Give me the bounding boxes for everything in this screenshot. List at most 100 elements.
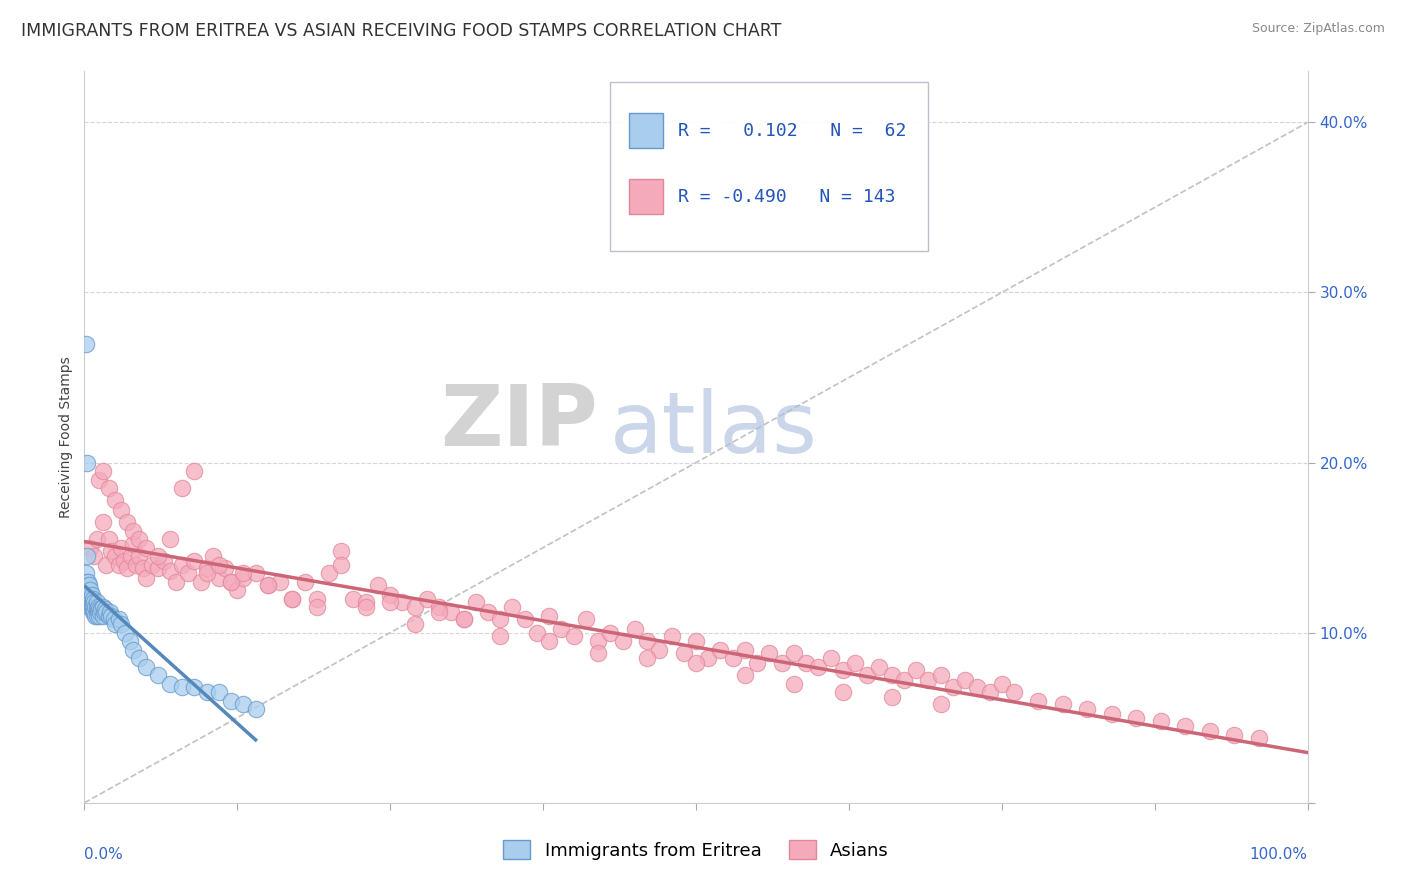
Point [586, 646, 609, 660]
Text: R =   0.102   N =  62: R = 0.102 N = 62 [678, 122, 905, 140]
Point [1174, 719, 1197, 733]
Point [966, 680, 988, 694]
Point [77, 591, 100, 606]
Point [893, 673, 915, 688]
Point [82, 600, 104, 615]
Point [281, 591, 304, 606]
Point [464, 595, 486, 609]
Point [103, 612, 125, 626]
Point [427, 600, 450, 615]
Point [76, 456, 98, 470]
Point [783, 646, 806, 660]
Point [132, 561, 155, 575]
FancyBboxPatch shape [628, 113, 664, 148]
Point [1247, 731, 1270, 746]
Point [1125, 711, 1147, 725]
Point [1028, 694, 1050, 708]
Y-axis label: Receiving Food Stamps: Receiving Food Stamps [59, 356, 73, 518]
Point [1150, 714, 1173, 728]
Point [135, 571, 157, 585]
Point [783, 677, 806, 691]
Legend: Immigrants from Eritrea, Asians: Immigrants from Eritrea, Asians [496, 833, 896, 867]
Point [100, 544, 122, 558]
Point [380, 595, 402, 609]
Point [929, 697, 952, 711]
Point [82, 591, 104, 606]
Point [114, 625, 136, 640]
Point [330, 558, 353, 572]
Point [104, 549, 127, 563]
Point [86, 602, 108, 616]
Point [172, 558, 194, 572]
Point [758, 646, 780, 660]
Point [502, 600, 524, 615]
Point [453, 612, 475, 626]
Text: ZIP: ZIP [440, 381, 598, 464]
Point [141, 558, 163, 572]
Point [281, 591, 304, 606]
Point [232, 697, 254, 711]
Point [208, 571, 231, 585]
Point [991, 677, 1014, 691]
Point [183, 464, 205, 478]
Point [624, 622, 647, 636]
Point [90, 602, 112, 616]
Point [80, 588, 103, 602]
Point [953, 673, 976, 688]
Point [82, 605, 104, 619]
Point [172, 481, 194, 495]
Point [77, 595, 100, 609]
Point [831, 685, 853, 699]
Point [159, 532, 181, 546]
Point [929, 668, 952, 682]
Point [709, 642, 731, 657]
Point [79, 591, 101, 606]
Point [1002, 685, 1025, 699]
Point [734, 642, 756, 657]
Point [76, 574, 98, 589]
Point [86, 595, 108, 609]
Point [672, 646, 695, 660]
Point [305, 591, 328, 606]
Point [404, 600, 426, 615]
Point [440, 605, 463, 619]
Text: IMMIGRANTS FROM ERITREA VS ASIAN RECEIVING FOOD STAMPS CORRELATION CHART: IMMIGRANTS FROM ERITREA VS ASIAN RECEIVI… [21, 22, 782, 40]
Point [453, 612, 475, 626]
Point [94, 602, 117, 616]
Point [93, 605, 115, 619]
Point [104, 617, 127, 632]
Point [122, 537, 145, 551]
Point [526, 625, 548, 640]
Point [122, 524, 145, 538]
Point [91, 608, 114, 623]
Point [232, 571, 254, 585]
Point [538, 608, 561, 623]
Point [550, 622, 572, 636]
Point [734, 668, 756, 682]
Point [146, 561, 169, 575]
Point [477, 605, 499, 619]
Point [562, 629, 585, 643]
Point [91, 464, 114, 478]
Point [747, 657, 769, 671]
Point [135, 541, 157, 555]
Point [807, 659, 830, 673]
Point [697, 651, 720, 665]
Point [128, 549, 150, 563]
Point [721, 651, 744, 665]
Point [831, 663, 853, 677]
Point [96, 558, 118, 572]
Point [342, 591, 364, 606]
Point [880, 668, 903, 682]
Point [416, 591, 439, 606]
Point [305, 600, 328, 615]
Point [195, 685, 218, 699]
Point [83, 595, 105, 609]
Point [128, 651, 150, 665]
Point [86, 608, 108, 623]
Point [427, 605, 450, 619]
Point [83, 605, 105, 619]
Point [575, 612, 598, 626]
Point [146, 549, 169, 563]
Point [1052, 697, 1074, 711]
